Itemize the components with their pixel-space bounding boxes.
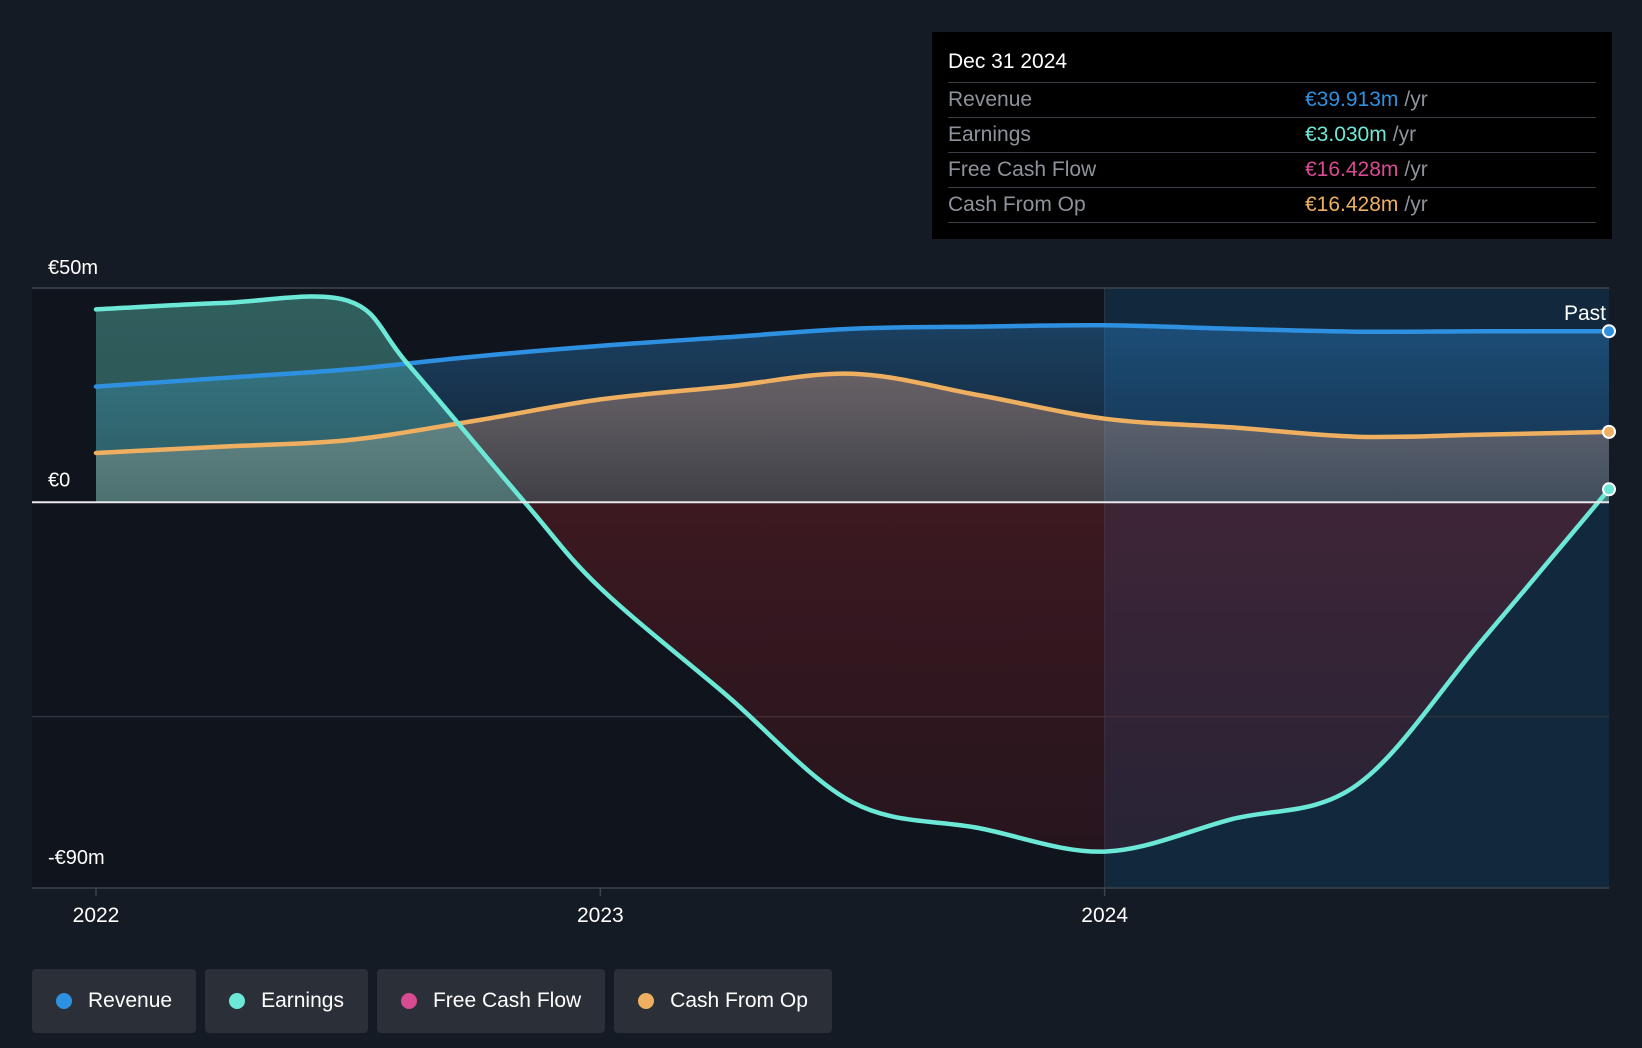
end-point-revenue: [1602, 324, 1616, 339]
tooltip-value-earnings: €3.030m: [1305, 123, 1387, 146]
x-tick-label: 2023: [577, 904, 624, 927]
y-tick-label: €0: [48, 469, 70, 491]
tooltip-unit: /yr: [1404, 158, 1428, 181]
legend: Revenue Earnings Free Cash Flow Cash Fro…: [32, 969, 832, 1033]
tooltip-label: Revenue: [948, 88, 1033, 111]
past-label: Past: [1564, 302, 1606, 325]
legend-label: Free Cash Flow: [432, 989, 582, 1012]
legend-dot-icon: [638, 993, 655, 1009]
legend-item-revenue[interactable]: Revenue: [32, 969, 197, 1033]
tooltip-row-earnings: Earnings €3.030m/yr: [948, 118, 1596, 153]
y-tick-label: €50m: [48, 257, 98, 279]
tooltip-value-cfo: €16.428m: [1305, 193, 1399, 216]
tooltip-unit: /yr: [1392, 123, 1417, 146]
tooltip-label: Earnings: [948, 123, 1031, 146]
tooltip-value-revenue: €39.913m: [1305, 88, 1399, 111]
earnings-area-positive: [96, 296, 1609, 503]
y-tick-label: -€90m: [48, 847, 105, 869]
tooltip-value-fcf: €16.428m: [1305, 158, 1399, 181]
legend-dot-icon: [56, 993, 72, 1009]
tooltip-unit: /yr: [1404, 193, 1428, 216]
tooltip-row-fcf: Free Cash Flow €16.428m/yr: [948, 153, 1596, 188]
legend-label: Cash From Op: [670, 989, 808, 1012]
earnings-area-negative: [96, 502, 1609, 852]
x-tick-label: 2024: [1081, 904, 1128, 927]
legend-item-fcf[interactable]: Free Cash Flow: [376, 969, 606, 1033]
legend-dot-icon: [229, 993, 246, 1009]
series-line-earnings: [93, 294, 1612, 854]
legend-label: Earnings: [261, 989, 344, 1012]
tooltip-panel: Dec 31 2024 Revenue €39.913m/yr Earnings…: [932, 32, 1612, 239]
end-point-earnings: [1602, 482, 1616, 497]
tooltip-unit: /yr: [1404, 88, 1428, 111]
x-tick-label: 2022: [73, 904, 120, 927]
tooltip-date: Dec 31 2024: [948, 46, 1596, 83]
series-line-cfo: [93, 371, 1612, 456]
series-line-revenue: [93, 322, 1612, 389]
legend-dot-icon: [400, 993, 417, 1009]
tooltip-label: Cash From Op: [948, 193, 1086, 216]
legend-item-earnings[interactable]: Earnings: [205, 969, 368, 1033]
legend-label: Revenue: [88, 989, 173, 1012]
legend-item-cfo[interactable]: Cash From Op: [614, 969, 832, 1033]
tooltip-label: Free Cash Flow: [948, 158, 1097, 181]
tooltip-row-cfo: Cash From Op €16.428m/yr: [948, 188, 1596, 223]
tooltip-row-revenue: Revenue €39.913m/yr: [948, 83, 1596, 118]
end-point-cfo: [1602, 424, 1616, 439]
